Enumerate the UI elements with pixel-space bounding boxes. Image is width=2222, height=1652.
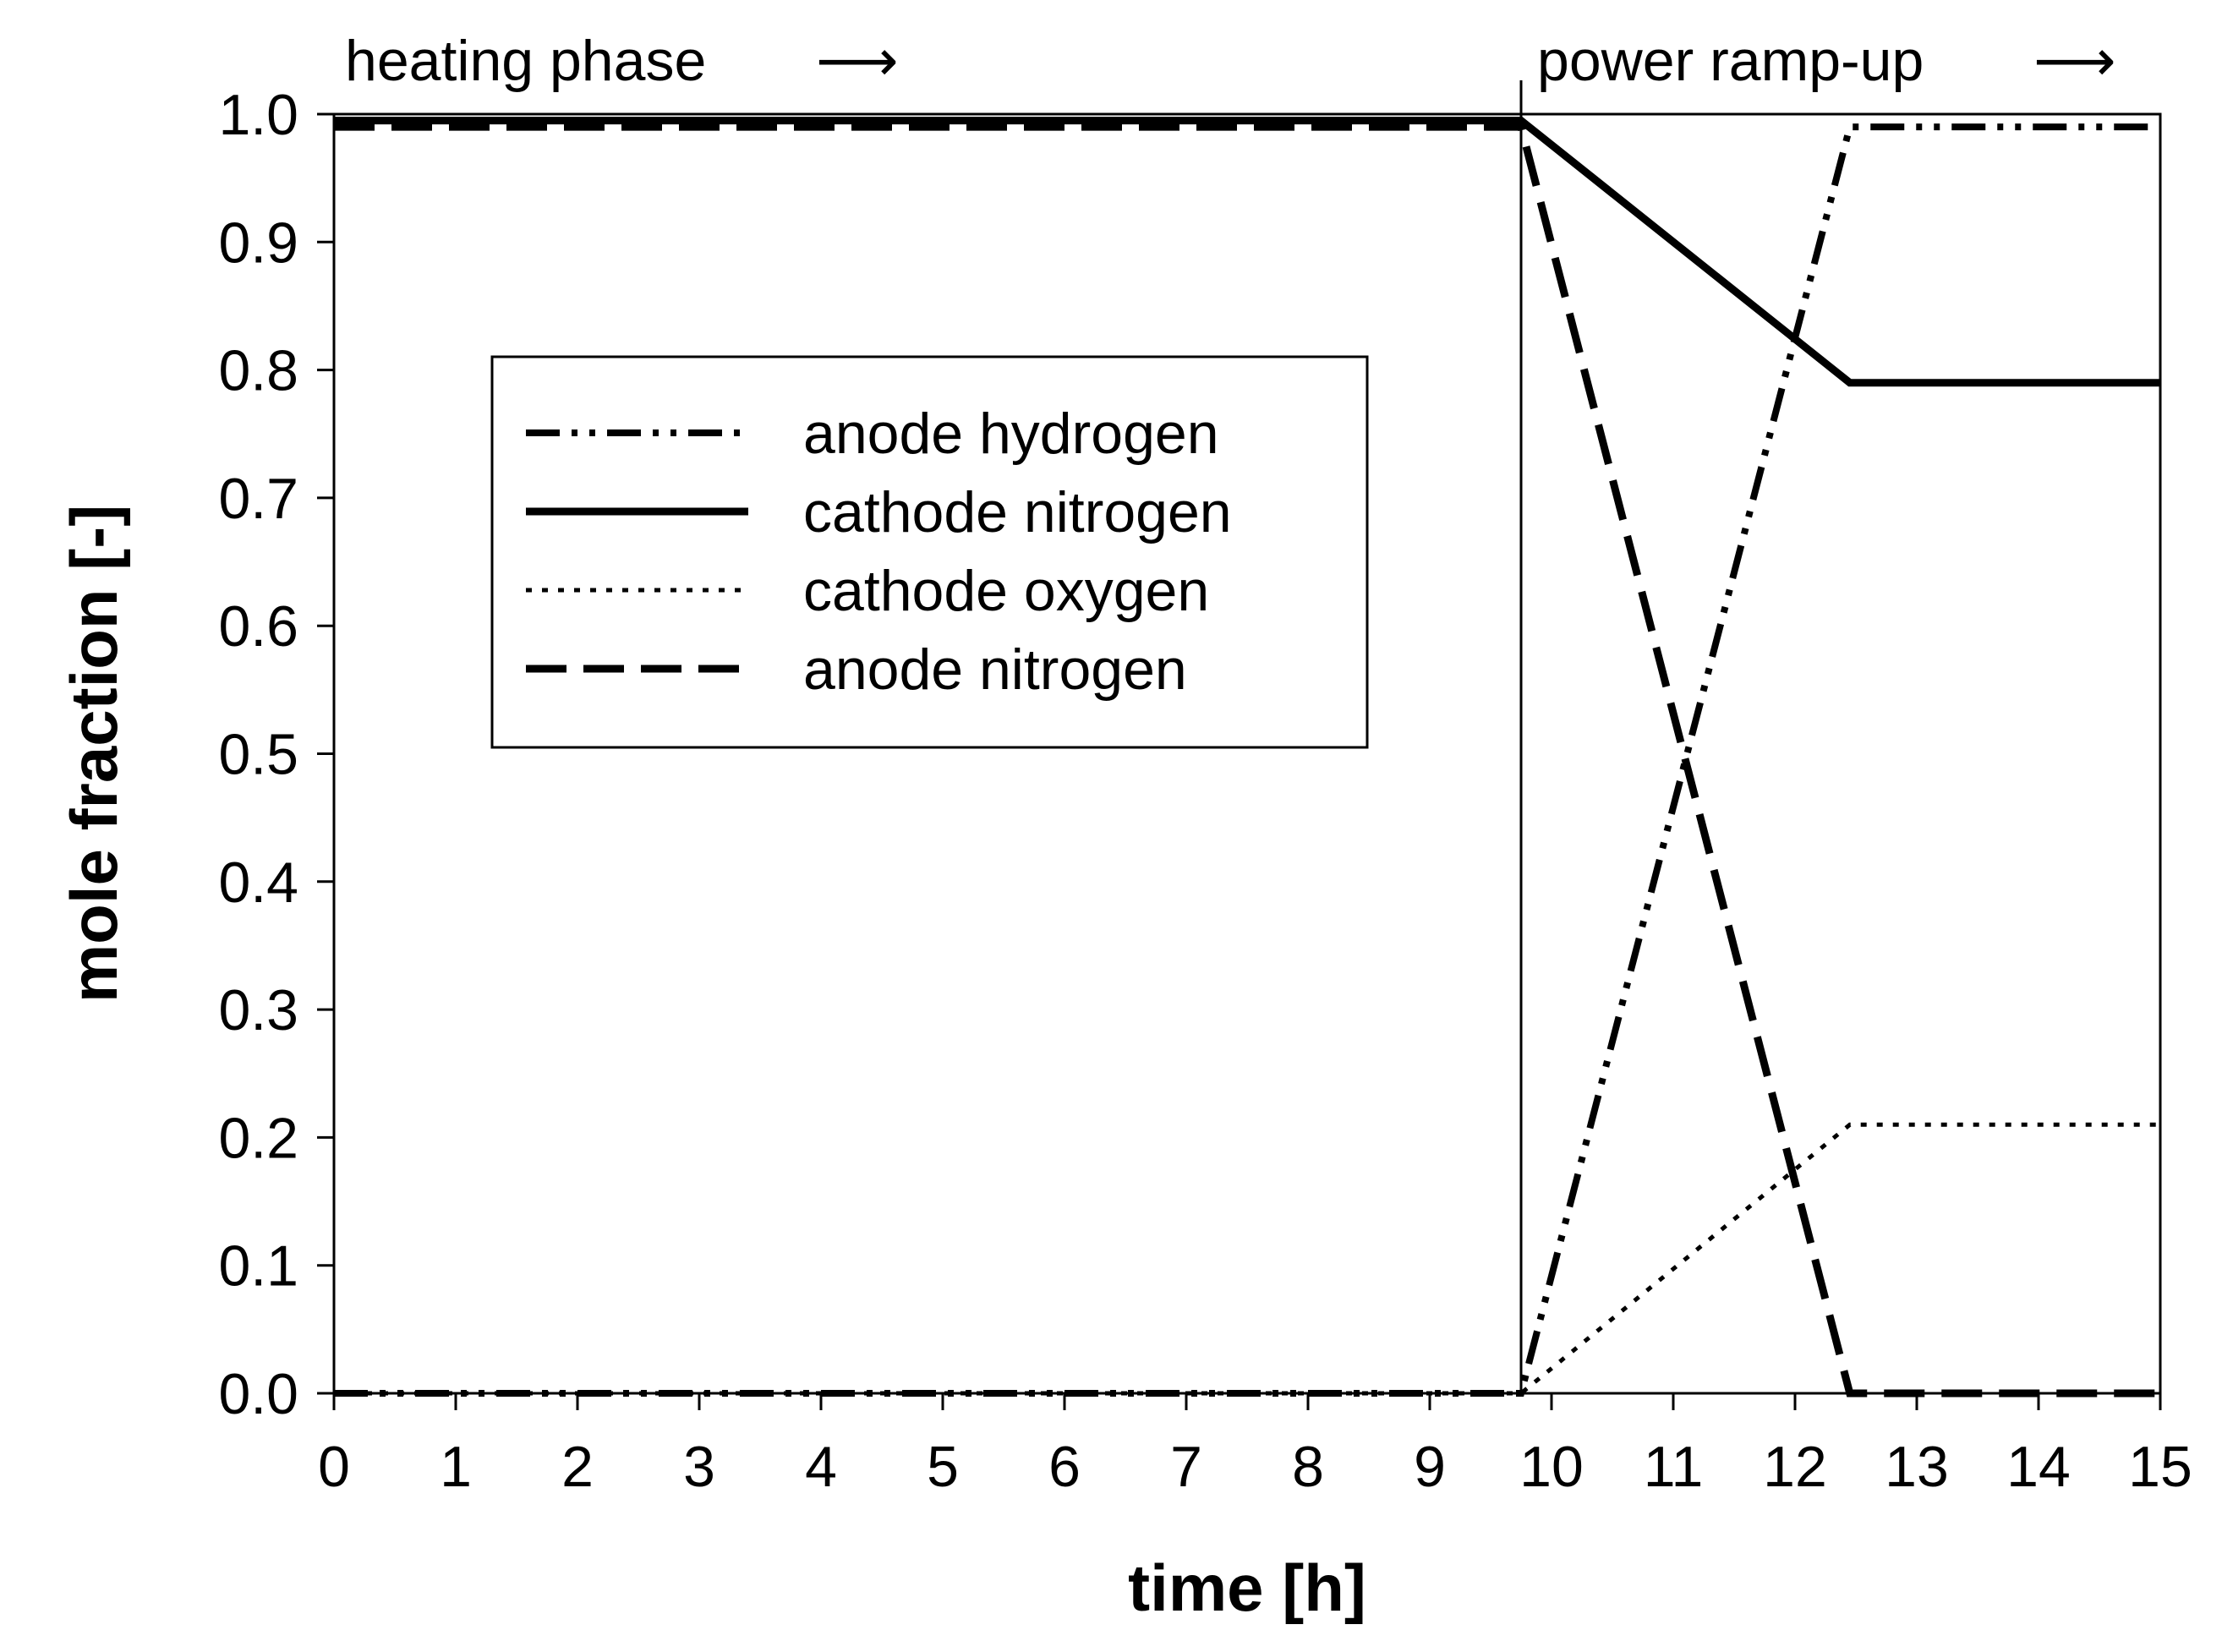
x-tick-label: 13 <box>1885 1435 1949 1499</box>
series-line-anode-hydrogen <box>334 123 2160 1397</box>
x-tick-label: 5 <box>927 1435 959 1499</box>
y-tick-label: 0.2 <box>218 1106 298 1170</box>
legend: anode hydrogen cathode nitrogen cathode ox… <box>490 355 1369 749</box>
legend-label: anode hydrogen <box>803 402 1219 466</box>
x-tick-label: 4 <box>805 1435 837 1499</box>
phase-label-1: heating phase ⟶ <box>345 29 898 93</box>
y-tick-label: 1.0 <box>218 83 298 147</box>
series-line-cathode-nitrogen <box>334 117 2160 387</box>
y-tick-label: 0.8 <box>218 339 298 403</box>
y-tick-label: 0.9 <box>218 211 298 275</box>
x-tick-label: 1 <box>440 1435 472 1499</box>
y-tick-label: 0.4 <box>218 851 298 915</box>
phase-labels: heating phase ⟶ power ramp-up ⟶ <box>345 29 2115 93</box>
y-tick-label: 0.3 <box>218 978 298 1042</box>
x-tick-label: 9 <box>1414 1435 1446 1499</box>
x-tick-label: 3 <box>683 1435 715 1499</box>
phase-label-2: power ramp-up ⟶ <box>1537 29 2115 93</box>
x-tick-label: 10 <box>1519 1435 1584 1499</box>
y-tick-label: 0.1 <box>218 1234 298 1299</box>
x-tick-label: 14 <box>2006 1435 2071 1499</box>
x-axis-title: time [h] <box>1128 1551 1366 1625</box>
x-tick-label: 6 <box>1048 1435 1081 1499</box>
y-tick-label: 0.6 <box>218 594 298 659</box>
legend-label: cathode nitrogen <box>803 480 1232 544</box>
plot-frame <box>332 112 2162 1395</box>
series-line-cathode-oxygen <box>334 1122 2160 1396</box>
x-tick-label: 0 <box>318 1435 350 1499</box>
x-tick-label: 11 <box>1644 1435 1704 1499</box>
x-tick-label: 8 <box>1292 1435 1324 1499</box>
right-arrow-icon: ⟶ <box>816 29 898 93</box>
right-arrow-icon: ⟶ <box>2033 29 2115 93</box>
series-layer <box>334 117 2160 1398</box>
x-tick-label: 2 <box>561 1435 594 1499</box>
svg-text:power ramp-up: power ramp-up <box>1537 29 1924 93</box>
y-axis-title: mole fraction [-] <box>57 505 131 1003</box>
y-tick-label: 0.7 <box>218 467 298 531</box>
legend-box <box>490 355 1369 749</box>
y-tick-label: 0.5 <box>218 723 298 787</box>
series-line-anode-nitrogen <box>334 123 2160 1398</box>
svg-text:heating phase: heating phase <box>345 29 706 93</box>
x-tick-label: 12 <box>1763 1435 1827 1499</box>
y-tick-label: 0.0 <box>218 1362 298 1426</box>
x-tick-label: 15 <box>2128 1435 2192 1499</box>
x-tick-label: 7 <box>1170 1435 1202 1499</box>
legend-label: cathode oxygen <box>803 559 1209 623</box>
axis-ticks: 0 1 2 3 4 5 6 7 8 9 10 11 12 13 14 150.00.10.20.30.40.5… <box>218 83 2192 1499</box>
legend-label: anode nitrogen <box>803 637 1187 702</box>
